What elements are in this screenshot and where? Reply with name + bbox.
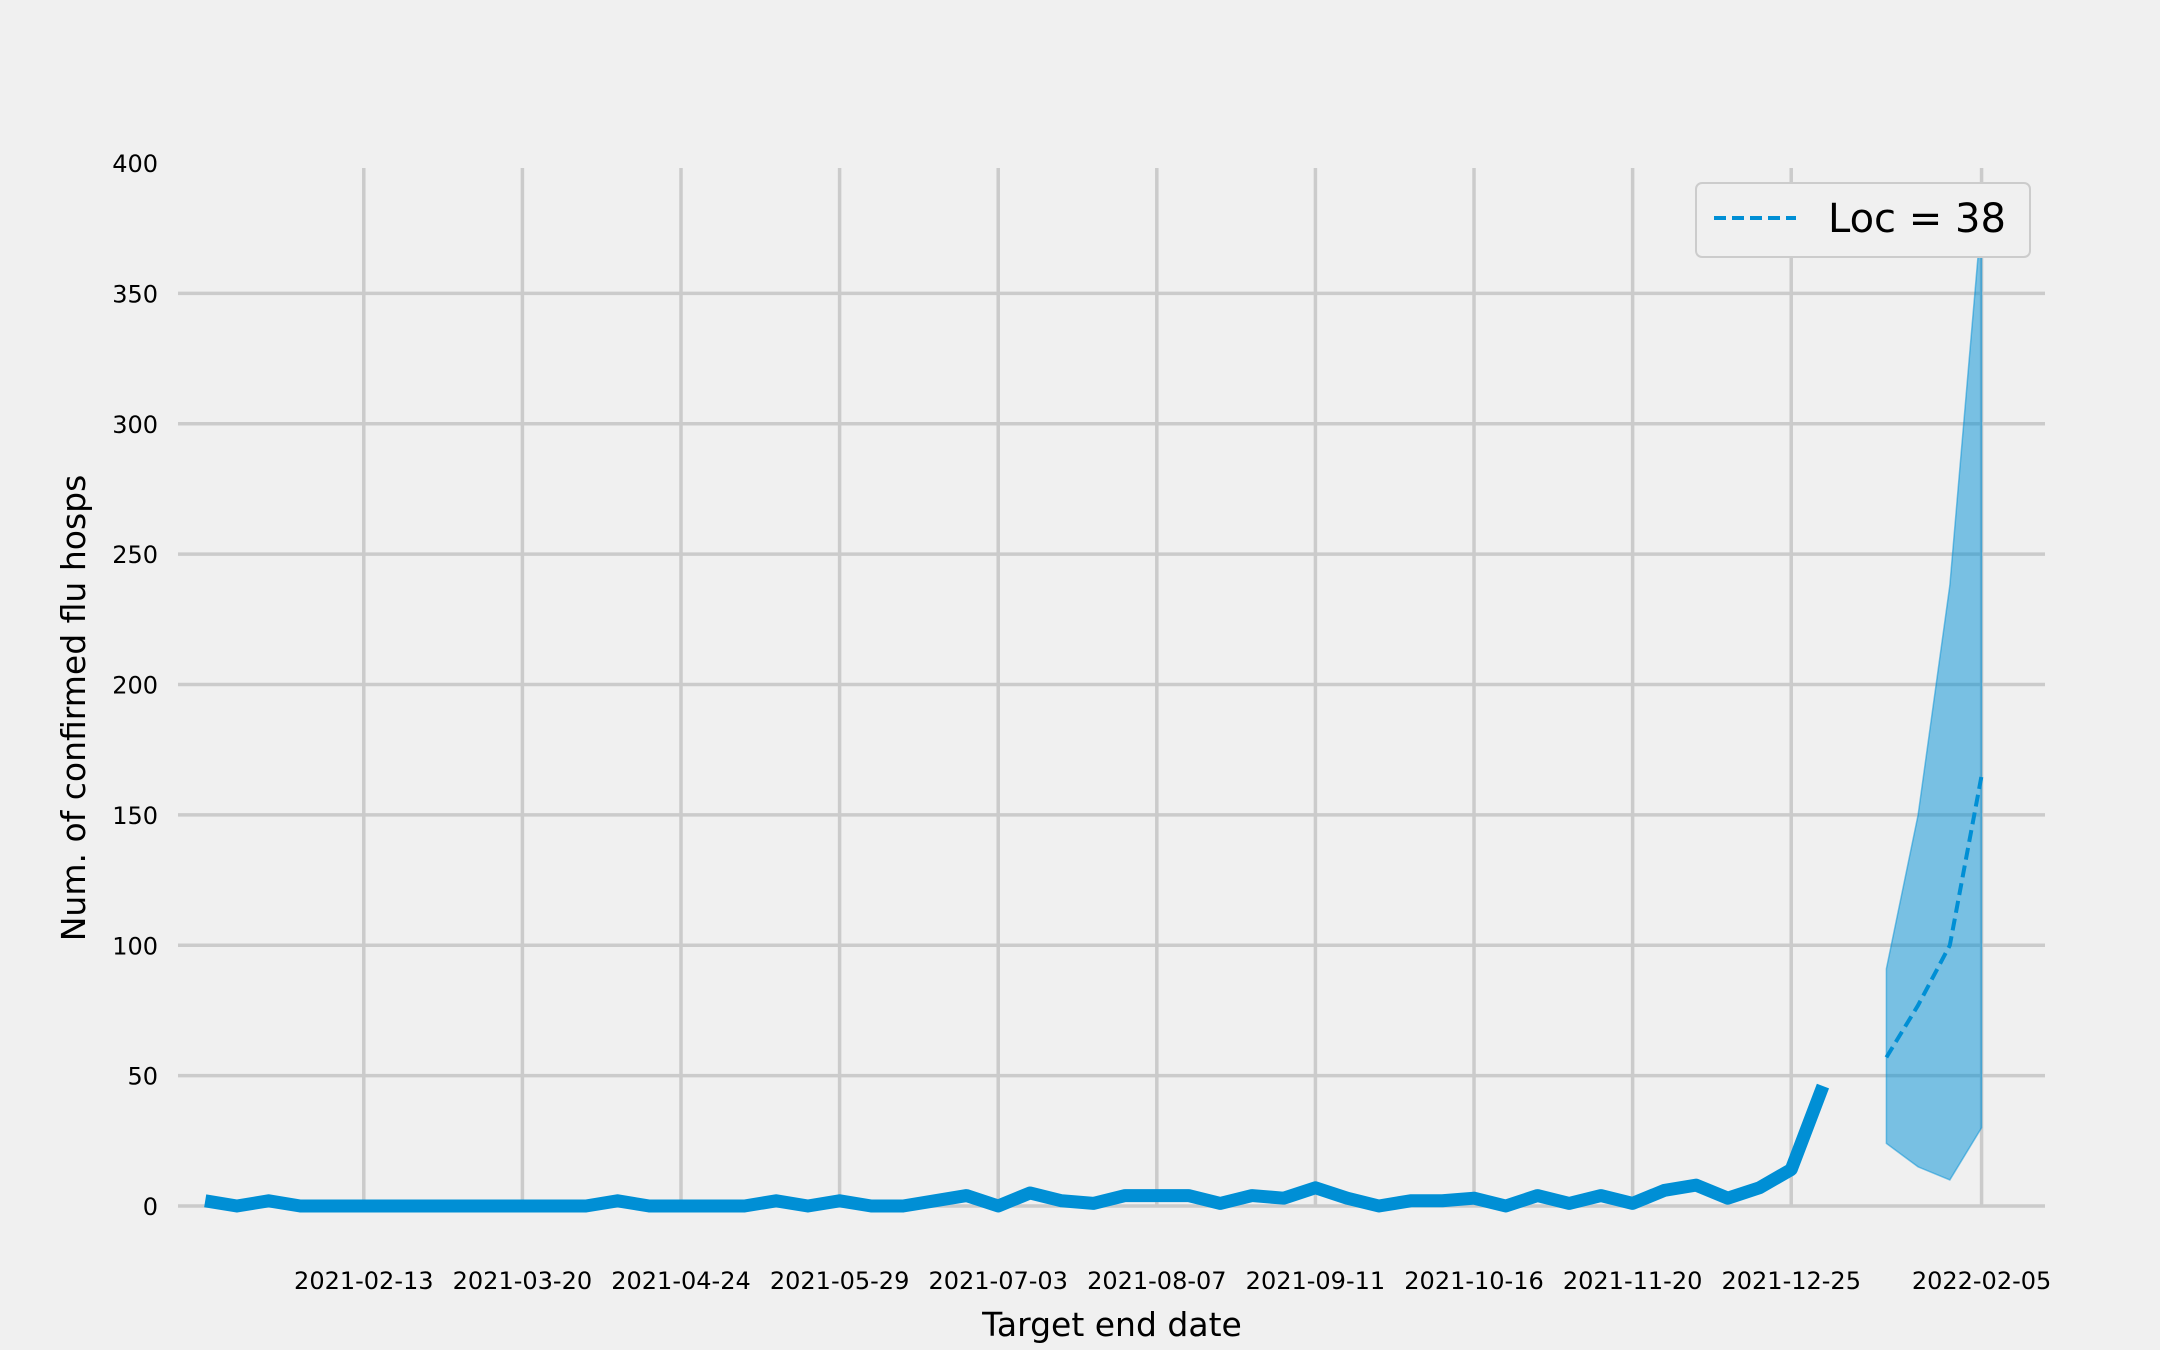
x-tick-label: 2021-08-07	[1087, 1267, 1226, 1295]
x-tick-label: 2021-11-20	[1563, 1267, 1702, 1295]
y-tick-labels: 0 50 100 150 200 250 300 350 400	[112, 150, 158, 1221]
y-tick-label: 150	[112, 802, 158, 830]
observed-series-line	[204, 1083, 1830, 1213]
y-tick-label: 200	[112, 672, 158, 700]
x-tick-label: 2022-02-05	[1912, 1267, 2051, 1295]
series-layer	[204, 775, 1984, 1213]
x-tick-label: 2021-05-29	[770, 1267, 909, 1295]
legend-box	[1695, 182, 2031, 258]
y-tick-label: 400	[112, 150, 158, 178]
y-tick-label: 0	[143, 1193, 158, 1221]
legend-label: Loc = 38	[1828, 196, 2006, 242]
forecast-band-layer	[1885, 215, 1983, 1181]
y-tick-label: 50	[127, 1063, 158, 1091]
legend: Loc = 38	[1695, 182, 2031, 258]
x-tick-label: 2021-10-16	[1404, 1267, 1543, 1295]
forecast-interval-band	[1885, 215, 1983, 1181]
y-tick-label: 300	[112, 411, 158, 439]
y-tick-label: 100	[112, 932, 158, 960]
forecast-median-line	[1884, 775, 1984, 1059]
x-axis-label: Target end date	[981, 1305, 1242, 1344]
x-tick-label: 2021-12-25	[1721, 1267, 1860, 1295]
y-tick-label: 350	[112, 280, 158, 308]
x-tick-labels: 2021-02-13 2021-03-20 2021-04-24 2021-05-29…	[294, 1267, 2051, 1295]
x-tick-label: 2021-03-20	[453, 1267, 592, 1295]
x-tick-label: 2021-02-13	[294, 1267, 433, 1295]
y-axis-label: Num. of confirmed flu hosps	[54, 475, 93, 942]
y-tick-label: 250	[112, 541, 158, 569]
x-tick-label: 2021-09-11	[1246, 1267, 1385, 1295]
x-tick-label: 2021-07-03	[928, 1267, 1067, 1295]
x-tick-label: 2021-04-24	[611, 1267, 750, 1295]
